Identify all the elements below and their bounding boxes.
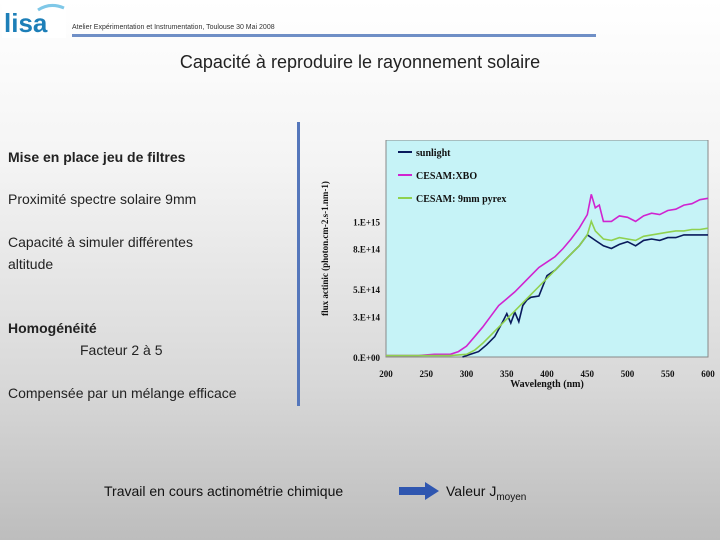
footer-jvalue: Valeur Jmoyen xyxy=(446,483,526,503)
bullet-altitude-line1: Capacité à simuler différentes xyxy=(8,234,193,250)
bullet-altitude-line2: altitude xyxy=(8,256,54,272)
jvalue-label: Valeur J xyxy=(446,483,497,499)
x-tick-label: 500 xyxy=(621,369,635,379)
y-tick-label: 1.E+15 xyxy=(353,217,380,227)
x-axis-label: Wavelength (nm) xyxy=(510,379,584,390)
y-axis-label: flux actinic (photon.cm-2.s-1.nm-1) xyxy=(320,181,330,316)
y-tick-label: 3.E+14 xyxy=(353,312,380,322)
header-divider xyxy=(72,34,596,37)
legend-label: CESAM:XBO xyxy=(416,171,477,182)
slide-title: Capacité à reproduire le rayonnement sol… xyxy=(179,52,541,72)
arrow-right-icon xyxy=(399,482,439,500)
footer-actinometry: Travail en cours actinométrie chimique xyxy=(104,483,344,499)
x-tick-label: 200 xyxy=(379,369,393,379)
bullet-compensation: Compensée par un mélange efficace xyxy=(8,385,237,401)
y-tick-label: 0.E+00 xyxy=(353,353,380,363)
jvalue-subscript: moyen xyxy=(496,492,527,503)
y-tick-label: 5.E+14 xyxy=(353,285,380,295)
lisa-logo: lisa xyxy=(2,2,66,38)
x-tick-label: 250 xyxy=(420,369,434,379)
x-tick-label: 450 xyxy=(581,369,595,379)
series-line xyxy=(386,219,709,357)
x-tick-label: 350 xyxy=(500,369,514,379)
svg-text:lisa: lisa xyxy=(4,8,48,38)
header-event: Atelier Expérimentation et Instrumentati… xyxy=(72,24,275,31)
x-tick-label: 300 xyxy=(460,369,474,379)
spectrum-chart: 0.E+00 3.E+14 5.E+14 8.E+14 1.E+15 200 250 300 3… xyxy=(320,140,715,390)
plot-area xyxy=(385,140,709,358)
bullet-altitude: Capacité à simuler différentes altitude xyxy=(8,231,193,275)
y-tick-label: 8.E+14 xyxy=(353,245,380,255)
bullet-filters: Mise en place jeu de filtres xyxy=(8,149,186,165)
bullet-solar-proximity: Proximité spectre solaire 9mm xyxy=(8,191,197,207)
legend-label: CESAM: 9mm pyrex xyxy=(416,194,506,205)
homogeneity-heading: Homogénéité xyxy=(8,320,97,336)
x-tick-label: 600 xyxy=(701,369,715,379)
x-tick-label: 400 xyxy=(540,369,554,379)
x-tick-label: 550 xyxy=(661,369,675,379)
bullet-homogeneity: Homogénéité Facteur 2 à 5 xyxy=(8,317,163,361)
legend-label: sunlight xyxy=(416,148,451,159)
homogeneity-factor: Facteur 2 à 5 xyxy=(80,342,163,358)
series-line xyxy=(386,194,709,357)
vertical-divider xyxy=(297,122,300,406)
